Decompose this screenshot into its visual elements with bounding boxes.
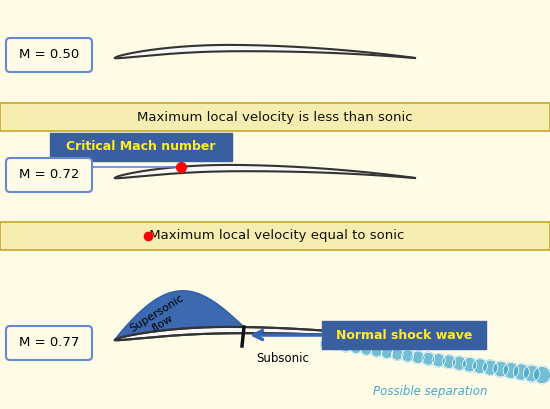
Circle shape [341, 342, 350, 352]
Text: Maximum local velocity equal to sonic: Maximum local velocity equal to sonic [145, 229, 405, 243]
Circle shape [321, 339, 329, 348]
Polygon shape [115, 327, 415, 340]
Circle shape [524, 365, 540, 382]
Circle shape [472, 359, 487, 373]
Circle shape [381, 347, 393, 359]
Circle shape [412, 351, 424, 364]
Circle shape [432, 354, 446, 367]
Polygon shape [115, 327, 415, 340]
Circle shape [442, 355, 456, 369]
Text: Possible separation: Possible separation [373, 386, 487, 398]
Circle shape [361, 345, 372, 355]
Circle shape [483, 360, 498, 375]
Circle shape [422, 353, 435, 365]
Text: M = 0.72: M = 0.72 [19, 169, 79, 182]
Polygon shape [115, 165, 415, 178]
Circle shape [493, 362, 508, 377]
Circle shape [513, 364, 530, 380]
Circle shape [402, 350, 414, 362]
Text: M = 0.50: M = 0.50 [19, 49, 79, 61]
Text: Critical Mach number: Critical Mach number [66, 141, 216, 153]
Circle shape [463, 357, 477, 372]
Circle shape [331, 341, 340, 350]
Circle shape [392, 348, 403, 360]
Circle shape [371, 346, 382, 357]
FancyBboxPatch shape [50, 133, 232, 161]
FancyBboxPatch shape [6, 38, 92, 72]
Text: M = 0.77: M = 0.77 [19, 337, 79, 350]
Circle shape [351, 344, 361, 353]
Bar [0, 103, 550, 131]
Text: Maximum local velocity is less than sonic: Maximum local velocity is less than soni… [137, 110, 413, 124]
Text: Subsonic: Subsonic [256, 352, 309, 365]
Polygon shape [115, 45, 415, 58]
Text: Supersonic
flow: Supersonic flow [128, 292, 192, 344]
FancyBboxPatch shape [322, 321, 486, 349]
Circle shape [534, 366, 550, 384]
FancyBboxPatch shape [6, 158, 92, 192]
Polygon shape [115, 291, 244, 340]
FancyBboxPatch shape [6, 326, 92, 360]
Circle shape [503, 363, 519, 378]
Bar [0, 222, 550, 250]
Circle shape [452, 356, 466, 370]
Text: Normal shock wave: Normal shock wave [336, 328, 472, 342]
